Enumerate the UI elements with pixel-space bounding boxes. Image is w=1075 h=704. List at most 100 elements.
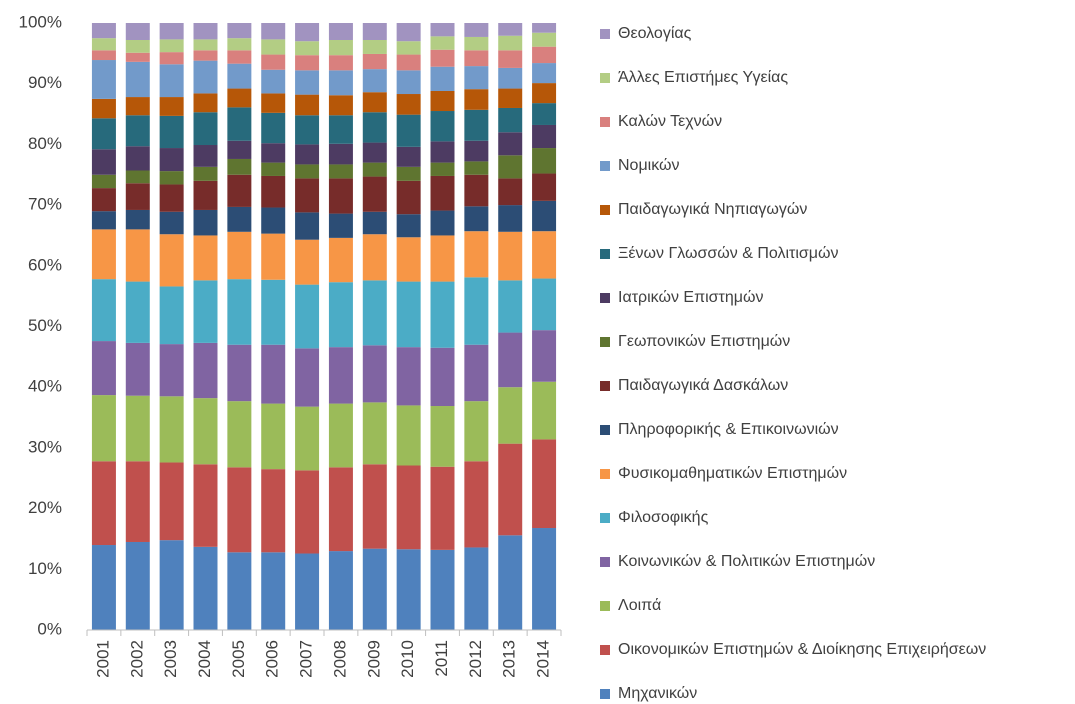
legend-swatch <box>600 293 610 303</box>
bar-segment <box>498 35 523 51</box>
bar-segment <box>498 231 523 281</box>
bar-segment <box>362 112 387 143</box>
bar-segment <box>295 470 320 554</box>
bar-segment <box>396 180 421 215</box>
bar-segment <box>430 49 455 67</box>
y-tick-label: 40% <box>28 377 62 396</box>
legend-label: Θεολογίας <box>618 25 692 42</box>
bar-segment <box>261 39 286 55</box>
bar-segment <box>261 233 286 280</box>
bar-segment <box>396 549 421 630</box>
bar-segment <box>125 52 150 62</box>
bar-segment <box>91 279 116 342</box>
legend-label: Πληροφορικής & Επικοινωνιών <box>618 421 839 438</box>
x-tick-label: 2002 <box>127 640 146 678</box>
bar-segment <box>430 347 455 407</box>
bar-segment <box>261 344 286 404</box>
bar-segment <box>532 200 557 232</box>
bar-segment <box>125 541 150 630</box>
bar-segment <box>295 164 320 179</box>
bar-segment <box>295 406 320 471</box>
bar-segment <box>159 115 184 149</box>
bar-segment <box>159 39 184 53</box>
bar-segment <box>91 23 116 39</box>
legend-label: Άλλες Επιστήμες Υγείας <box>618 69 788 86</box>
bar-segment <box>430 66 455 91</box>
bar-segment <box>396 237 421 282</box>
bar-segment <box>328 237 353 283</box>
bar-segment <box>464 401 489 462</box>
bar-segment <box>227 552 252 630</box>
y-tick-label: 50% <box>28 316 62 335</box>
legend-swatch <box>600 337 610 347</box>
bar-segment <box>227 140 252 159</box>
bar-segment <box>125 281 150 343</box>
bar-segment <box>362 234 387 281</box>
x-tick-label: 2007 <box>297 640 316 678</box>
bar-segment <box>328 164 353 179</box>
bar-segment <box>261 403 286 470</box>
bar-segment <box>362 464 387 549</box>
bar-segment <box>227 279 252 345</box>
bar-segment <box>295 348 320 407</box>
legend-label: Φυσικομαθηματικών Επιστημών <box>618 465 847 482</box>
bar-segment <box>498 387 523 444</box>
bar-segment <box>532 23 557 33</box>
bar-segment <box>295 553 320 630</box>
bar-segment <box>464 277 489 345</box>
bar-segment <box>430 36 455 50</box>
legend-swatch <box>600 381 610 391</box>
bar-segment <box>464 50 489 67</box>
bar-segment <box>193 145 218 167</box>
bar-segment <box>532 63 557 84</box>
bar-segment <box>159 148 184 172</box>
bar-segment <box>396 94 421 115</box>
bar-segment <box>227 107 252 141</box>
x-tick-label: 2006 <box>263 640 282 678</box>
bar-segment <box>193 546 218 630</box>
bar-segment <box>91 50 116 61</box>
bar-segment <box>464 161 489 175</box>
bar-segment <box>261 112 286 144</box>
bar-segment <box>227 344 252 402</box>
bar-segment <box>328 70 353 96</box>
legend-swatch <box>600 469 610 479</box>
bar-segment <box>193 180 218 210</box>
bar-segment <box>125 61 150 98</box>
bar-segment <box>193 235 218 281</box>
bar-segment <box>464 231 489 278</box>
legend-swatch <box>600 689 610 699</box>
bar-segment <box>396 70 421 95</box>
legend-label: Παιδαγωγικά Νηπιαγωγών <box>618 201 807 218</box>
bar-segment <box>362 162 387 177</box>
bar-segment <box>295 212 320 240</box>
x-tick-label: 2005 <box>229 640 248 678</box>
legend-swatch <box>600 645 610 655</box>
bar-segment <box>328 39 353 56</box>
y-tick-label: 80% <box>28 134 62 153</box>
bar-segment <box>396 41 421 55</box>
bar-segment <box>227 158 252 175</box>
bar-segment <box>362 92 387 113</box>
bar-segment <box>498 107 523 133</box>
bar-segment <box>532 32 557 47</box>
bar-segment <box>193 280 218 343</box>
bar-segment <box>261 175 286 208</box>
bar-segment <box>295 115 320 145</box>
bar-segment <box>328 178 353 214</box>
legend-swatch <box>600 513 610 523</box>
bar-segment <box>362 548 387 630</box>
bar-segment <box>193 93 218 113</box>
legend-label: Καλών Τεχνών <box>618 113 722 130</box>
bar-segment <box>159 171 184 185</box>
y-tick-label: 30% <box>28 437 62 456</box>
bar-segment <box>295 239 320 285</box>
bar-segment <box>498 67 523 89</box>
legend-label: Γεωπονικών Επιστημών <box>618 333 790 350</box>
bar-segment <box>532 381 557 440</box>
bar-segment <box>159 462 184 541</box>
y-tick-label: 60% <box>28 255 62 274</box>
bar-segment <box>396 146 421 167</box>
bar-segment <box>498 88 523 108</box>
